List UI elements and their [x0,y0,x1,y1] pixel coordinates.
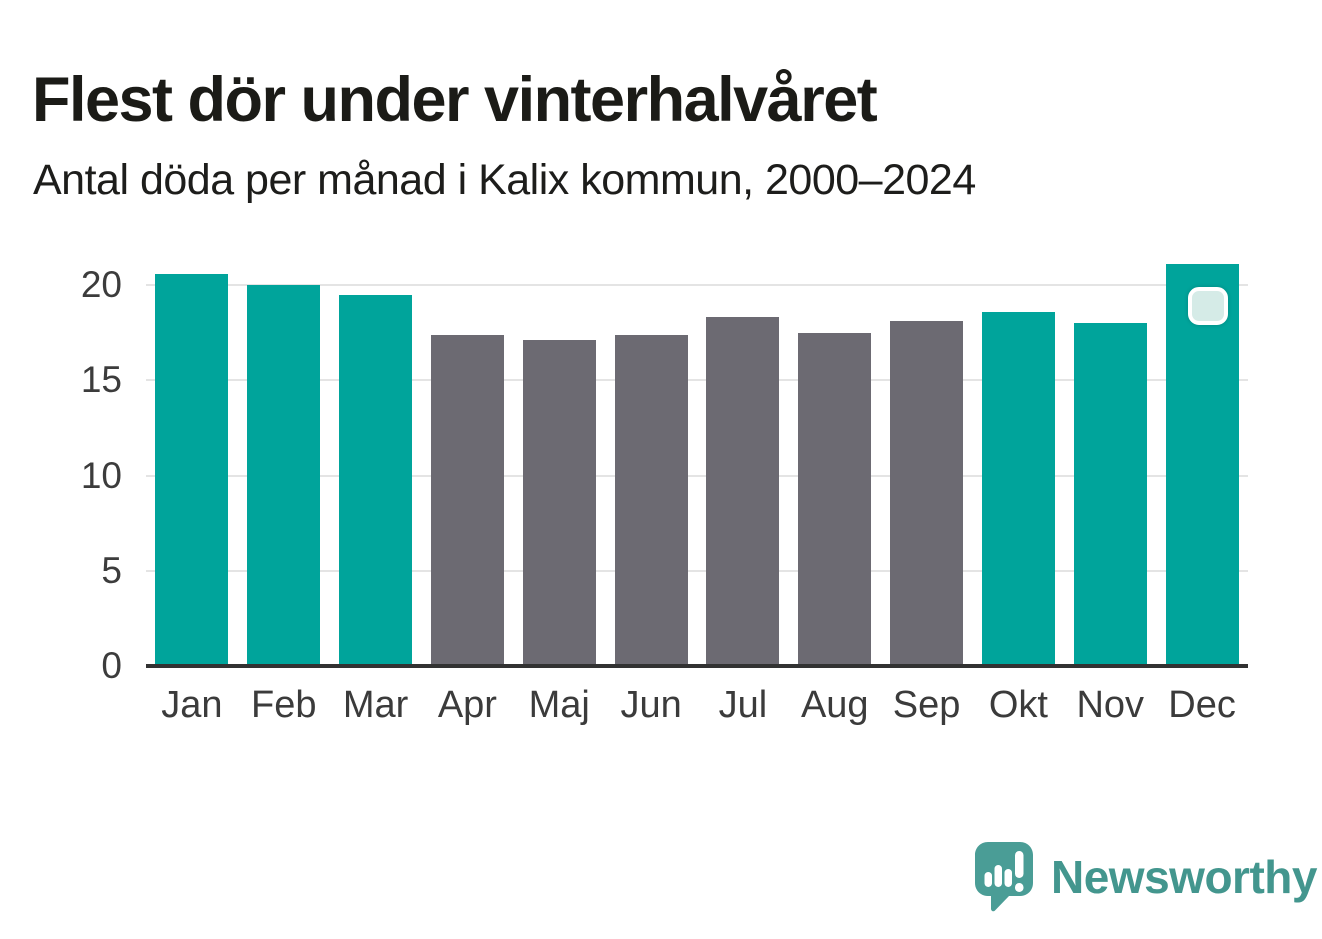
x-axis-label-okt: Okt [988,684,1048,726]
x-axis-label-nov: Nov [1076,684,1145,726]
x-axis-line [146,664,1248,668]
bar-jan [155,273,229,666]
bar-dec [1165,264,1239,666]
chart-title: Flest dör under vinterhalvåret [32,65,878,136]
x-axis-label-mar: Mar [342,684,409,726]
y-axis-label: 5 [101,549,122,591]
newsworthy-logo-text: Newsworthy [1051,851,1317,903]
bar-mar [339,294,413,666]
x-axis-label-maj: Maj [528,684,590,726]
bar-jun [614,334,688,666]
x-axis-label-sep: Sep [892,684,961,726]
x-axis-label-aug: Aug [800,684,869,726]
gridline-20 [146,284,1248,286]
x-axis-label-jan: Jan [161,684,223,726]
x-axis-label-jun: Jun [620,684,682,726]
x-axis-label-apr: Apr [437,684,497,726]
x-axis-label-feb: Feb [251,684,317,726]
y-axis-label: 10 [80,454,122,496]
newsworthy-logo-icon [975,842,1033,912]
annotation-badge [1188,287,1229,325]
x-axis-label-dec: Dec [1168,684,1236,726]
newsworthy-logo-link[interactable]: Newsworthy [973,840,1317,914]
bar-feb [247,285,321,666]
chart-subtitle: Antal döda per månad i Kalix kommun, 200… [33,156,976,204]
bar-apr [430,334,504,666]
bar-maj [522,340,596,666]
bar-nov [1073,323,1147,666]
bar-aug [798,332,872,666]
y-axis-label: 0 [101,645,122,686]
gridline-10 [146,474,1248,477]
bar-sep [890,321,964,666]
y-axis-label: 15 [80,359,122,401]
gridline-15 [146,379,1248,382]
bar-okt [981,311,1055,666]
x-axis-label-jul: Jul [718,684,768,726]
gridline-5 [146,569,1248,572]
y-axis-label: 20 [80,264,122,305]
bar-jul [706,317,780,666]
